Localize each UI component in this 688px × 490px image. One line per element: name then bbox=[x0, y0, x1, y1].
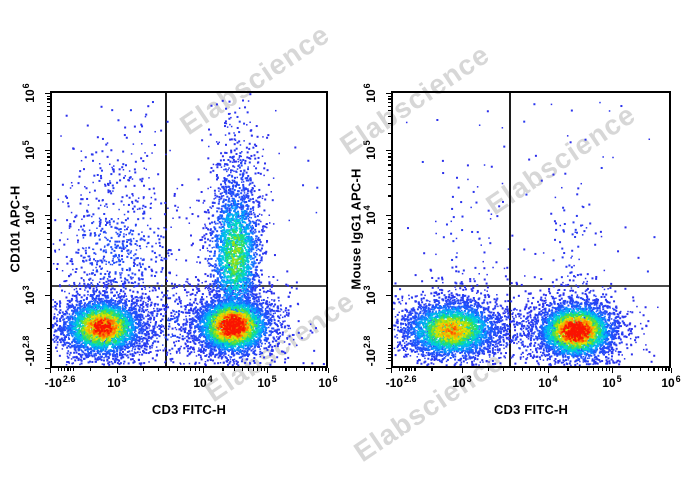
y-tick-label: 106 bbox=[362, 83, 378, 103]
x-minor-tick bbox=[405, 368, 407, 371]
x-tick-label: -102.6 bbox=[385, 374, 417, 390]
x-minor-tick bbox=[544, 368, 546, 371]
x-minor-tick bbox=[653, 368, 655, 371]
x-minor-tick bbox=[592, 368, 595, 371]
x-minor-tick bbox=[534, 368, 536, 371]
x-tick-label: 103 bbox=[452, 374, 472, 390]
density-scatter-canvas bbox=[393, 93, 669, 366]
x-minor-tick bbox=[665, 368, 667, 371]
x-minor-tick bbox=[408, 368, 410, 371]
x-minor-tick bbox=[402, 368, 404, 371]
density-scatter-canvas bbox=[52, 93, 326, 366]
x-tick bbox=[462, 368, 464, 373]
x-minor-tick bbox=[597, 368, 600, 371]
y-axis-title: Mouse IgG1 APC-H bbox=[348, 168, 364, 290]
x-tick bbox=[612, 368, 614, 373]
x-tick bbox=[671, 368, 673, 373]
x-minor-tick bbox=[602, 368, 604, 371]
y-tick-label: 105 bbox=[362, 140, 378, 160]
y-tick bbox=[386, 368, 391, 370]
x-axis-title: CD3 FITC-H bbox=[493, 402, 569, 417]
x-tick-label: 104 bbox=[538, 374, 558, 390]
x-minor-tick bbox=[503, 368, 505, 371]
x-minor-tick bbox=[605, 368, 608, 371]
x-minor-tick bbox=[522, 368, 524, 371]
x-minor-tick bbox=[513, 368, 516, 371]
y-tick-label: 104 bbox=[362, 205, 378, 225]
y-tick-label: -102.8 bbox=[362, 335, 378, 367]
plot-area bbox=[50, 91, 328, 368]
x-minor-tick bbox=[487, 368, 490, 371]
x-minor-tick bbox=[609, 368, 611, 371]
x-tick-label: 106 bbox=[661, 374, 681, 390]
x-minor-tick bbox=[567, 368, 569, 371]
plot-area bbox=[391, 91, 671, 368]
x-minor-tick bbox=[528, 368, 531, 371]
x-minor-tick bbox=[668, 368, 670, 371]
x-minor-tick bbox=[661, 368, 664, 371]
x-minor-tick bbox=[411, 368, 413, 371]
x-minor-tick bbox=[629, 368, 632, 371]
x-axis-title: CD3 FITC-H bbox=[151, 402, 227, 417]
x-minor-tick bbox=[399, 368, 401, 371]
x-tick bbox=[547, 368, 550, 373]
y-tick-label: 103 bbox=[362, 285, 378, 305]
x-minor-tick bbox=[414, 368, 416, 371]
x-tick-label: 105 bbox=[602, 374, 622, 390]
x-minor-tick bbox=[578, 368, 580, 371]
x-minor-tick bbox=[647, 368, 649, 371]
x-minor-tick bbox=[640, 368, 642, 371]
x-minor-tick bbox=[657, 368, 660, 371]
x-minor-tick bbox=[539, 368, 541, 371]
x-minor-tick bbox=[431, 368, 433, 371]
x-minor-tick bbox=[586, 368, 588, 371]
x-tick bbox=[391, 368, 393, 373]
